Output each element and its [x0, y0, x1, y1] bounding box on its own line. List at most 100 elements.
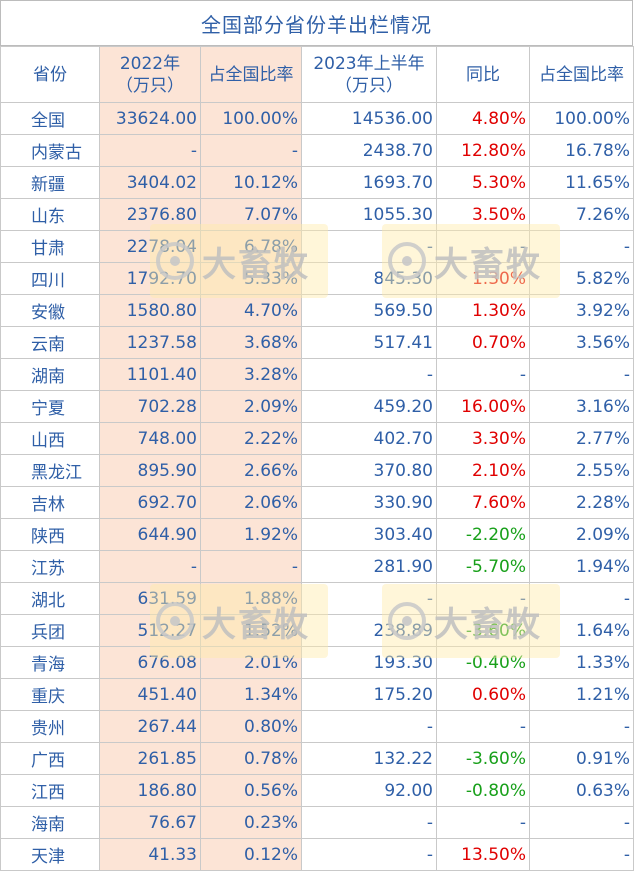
- cell-2023-h1: 330.90: [301, 486, 437, 519]
- cell-share-2023: 1.33%: [529, 646, 634, 679]
- cell-2023-h1: 845.30: [301, 262, 437, 295]
- table-row: 兵团 512.27 1.52% 238.89 -3.60% 1.64%: [0, 614, 634, 647]
- cell-yoy: 1.30%: [436, 294, 530, 327]
- cell-share-2022: 0.80%: [200, 710, 302, 743]
- cell-2022: 512.27: [99, 614, 201, 647]
- cell-yoy: -: [436, 230, 530, 263]
- cell-share-2023: 2.28%: [529, 486, 634, 519]
- table-row: 四川 1792.70 5.33% 845.30 1.30% 5.82%: [0, 262, 634, 295]
- header-yoy: 同比: [436, 46, 530, 103]
- cell-share-2022: -: [200, 550, 302, 583]
- cell-2023-h1: 569.50: [301, 294, 437, 327]
- cell-yoy: -2.20%: [436, 518, 530, 551]
- cell-2023-h1: 402.70: [301, 422, 437, 455]
- cell-yoy: -: [436, 710, 530, 743]
- cell-yoy: 2.10%: [436, 454, 530, 487]
- cell-share-2023: -: [529, 710, 634, 743]
- cell-2022: 2376.80: [99, 198, 201, 231]
- sheep-stock-table: 省份 2022年 （万只） 占全国比率 2023年上半年 （万只） 同比 占全国比率…: [0, 46, 634, 871]
- cell-share-2022: 4.70%: [200, 294, 302, 327]
- cell-share-2023: 16.78%: [529, 134, 634, 167]
- cell-yoy: 3.50%: [436, 198, 530, 231]
- cell-share-2023: 1.21%: [529, 678, 634, 711]
- cell-share-2023: 0.63%: [529, 774, 634, 807]
- cell-province: 全国: [0, 102, 100, 135]
- cell-share-2023: 1.64%: [529, 614, 634, 647]
- cell-share-2023: 0.91%: [529, 742, 634, 775]
- cell-share-2023: 2.55%: [529, 454, 634, 487]
- header-row: 省份 2022年 （万只） 占全国比率 2023年上半年 （万只） 同比 占全国比率: [0, 46, 634, 103]
- cell-share-2022: 10.12%: [200, 166, 302, 199]
- cell-share-2022: 100.00%: [200, 102, 302, 135]
- cell-2022: 748.00: [99, 422, 201, 455]
- cell-province: 贵州: [0, 710, 100, 743]
- cell-yoy: 3.30%: [436, 422, 530, 455]
- cell-share-2022: 1.52%: [200, 614, 302, 647]
- cell-2022: -: [99, 550, 201, 583]
- table-row: 贵州 267.44 0.80% - - -: [0, 710, 634, 743]
- cell-2022: -: [99, 134, 201, 167]
- table-row: 陕西 644.90 1.92% 303.40 -2.20% 2.09%: [0, 518, 634, 551]
- cell-share-2023: 5.82%: [529, 262, 634, 295]
- cell-2023-h1: 132.22: [301, 742, 437, 775]
- cell-share-2022: -: [200, 134, 302, 167]
- cell-2023-h1: 1693.70: [301, 166, 437, 199]
- cell-province: 陕西: [0, 518, 100, 551]
- table-row: 广西 261.85 0.78% 132.22 -3.60% 0.91%: [0, 742, 634, 775]
- table-row: 甘肃 2278.04 6.78% - - -: [0, 230, 634, 263]
- cell-2023-h1: 459.20: [301, 390, 437, 423]
- table-row: 湖北 631.59 1.88% - - -: [0, 582, 634, 615]
- table-row: 天津 41.33 0.12% -13.50% -: [0, 838, 634, 871]
- cell-yoy: -: [436, 358, 530, 391]
- cell-share-2022: 1.88%: [200, 582, 302, 615]
- cell-yoy: 7.60%: [436, 486, 530, 519]
- table-row: 吉林 692.70 2.06% 330.90 7.60% 2.28%: [0, 486, 634, 519]
- cell-share-2023: -: [529, 230, 634, 263]
- cell-share-2023: 2.77%: [529, 422, 634, 455]
- cell-province: 青海: [0, 646, 100, 679]
- cell-share-2023: 11.65%: [529, 166, 634, 199]
- cell-share-2022: 0.23%: [200, 806, 302, 839]
- cell-province: 湖南: [0, 358, 100, 391]
- table-row: 山西 748.00 2.22% 402.70 3.30% 2.77%: [0, 422, 634, 455]
- cell-province: 内蒙古: [0, 134, 100, 167]
- cell-province: 江苏: [0, 550, 100, 583]
- cell-2023-h1: 175.20: [301, 678, 437, 711]
- table-row: 山东 2376.80 7.07% 1055.30 3.50% 7.26%: [0, 198, 634, 231]
- cell-province: 海南: [0, 806, 100, 839]
- cell-yoy: 5.30%: [436, 166, 530, 199]
- cell-province: 湖北: [0, 582, 100, 615]
- cell-2022: 1580.80: [99, 294, 201, 327]
- cell-2022: 1792.70: [99, 262, 201, 295]
- cell-share-2023: -: [529, 806, 634, 839]
- table-row: 海南 76.67 0.23% - - -: [0, 806, 634, 839]
- cell-province: 山东: [0, 198, 100, 231]
- table-row: 云南 1237.58 3.68% 517.41 0.70% 3.56%: [0, 326, 634, 359]
- table-row: 黑龙江 895.90 2.66% 370.80 2.10% 2.55%: [0, 454, 634, 487]
- cell-yoy: 13.50%: [436, 838, 530, 871]
- cell-share-2022: 2.66%: [200, 454, 302, 487]
- cell-share-2022: 0.56%: [200, 774, 302, 807]
- cell-share-2022: 1.92%: [200, 518, 302, 551]
- cell-province: 甘肃: [0, 230, 100, 263]
- cell-share-2023: 1.94%: [529, 550, 634, 583]
- header-2023-h1: 2023年上半年 （万只）: [301, 46, 437, 103]
- table-row: 重庆 451.40 1.34% 175.20 0.60% 1.21%: [0, 678, 634, 711]
- cell-share-2023: 7.26%: [529, 198, 634, 231]
- cell-2023-h1: -: [301, 358, 437, 391]
- cell-2022: 41.33: [99, 838, 201, 871]
- cell-share-2023: 2.09%: [529, 518, 634, 551]
- table-row: 江西 186.80 0.56% 92.00 -0.80% 0.63%: [0, 774, 634, 807]
- table-row: 湖南 1101.40 3.28% - - -: [0, 358, 634, 391]
- cell-share-2022: 1.34%: [200, 678, 302, 711]
- cell-2023-h1: 193.30: [301, 646, 437, 679]
- table-title: 全国部分省份羊出栏情况: [0, 0, 633, 46]
- cell-share-2022: 2.06%: [200, 486, 302, 519]
- table-row: 全国 33624.00 100.00% 14536.00 4.80% 100.00%: [0, 102, 634, 135]
- cell-province: 山西: [0, 422, 100, 455]
- table-row: 江苏 - -281.90 -5.70% 1.94%: [0, 550, 634, 583]
- cell-share-2022: 7.07%: [200, 198, 302, 231]
- cell-share-2022: 0.78%: [200, 742, 302, 775]
- cell-yoy: 16.00%: [436, 390, 530, 423]
- cell-yoy: -0.40%: [436, 646, 530, 679]
